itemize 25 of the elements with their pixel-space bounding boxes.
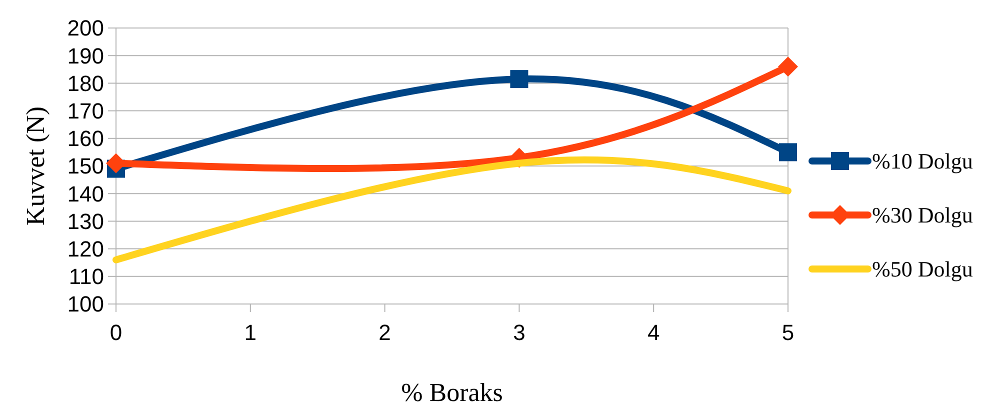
x-axis-title: % Boraks <box>401 378 503 405</box>
y-tick-label: 140 <box>67 181 104 206</box>
y-tick-label: 170 <box>67 98 104 124</box>
point <box>510 70 528 88</box>
y-tick-label: 100 <box>67 292 104 317</box>
y-tick-label: 180 <box>67 70 104 96</box>
point <box>779 143 797 162</box>
y-axis-title: Kuvvet (N) <box>21 106 50 226</box>
point <box>778 56 798 77</box>
x-tick-label: 3 <box>513 320 526 345</box>
y-tick-label: 200 <box>67 16 104 41</box>
y-tick-label: 120 <box>67 236 104 262</box>
legend-label: %30 Dolgu <box>872 202 973 228</box>
x-tick-label: 4 <box>647 320 660 345</box>
y-tick-label: 190 <box>67 43 104 68</box>
y-tick-label: 130 <box>67 208 104 234</box>
y-tick-label: 160 <box>67 126 104 152</box>
x-tick-label: 1 <box>244 320 257 345</box>
x-tick-label: 2 <box>378 320 391 345</box>
y-tick-label: 150 <box>67 154 104 179</box>
y-tick-label: 110 <box>68 264 104 290</box>
legend-label: %10 Dolgu <box>872 148 973 174</box>
x-tick-label: 0 <box>110 320 122 345</box>
legend-label: %50 Dolgu <box>872 256 973 282</box>
x-tick-label: 5 <box>782 320 794 345</box>
